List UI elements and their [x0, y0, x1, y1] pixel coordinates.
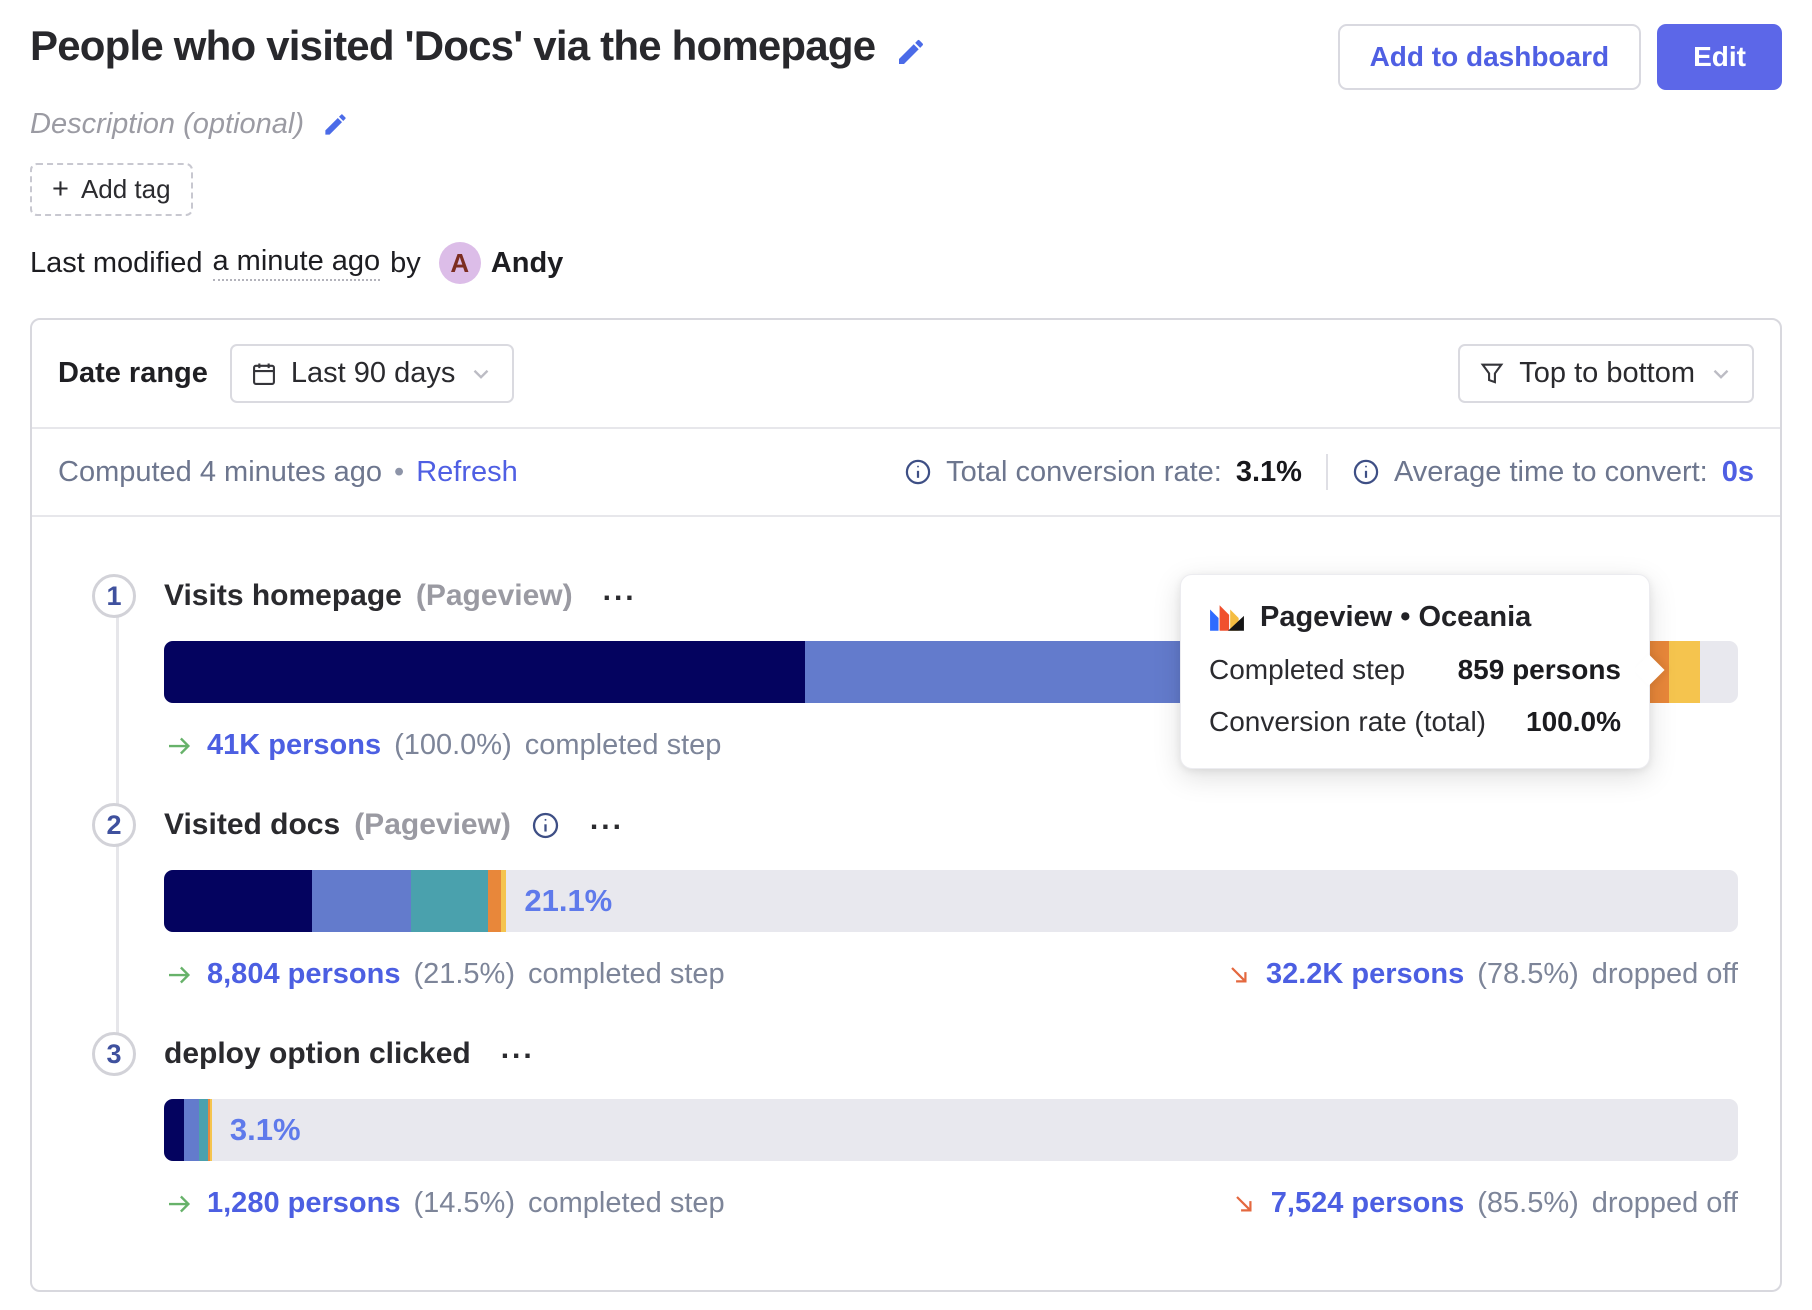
page-title: People who visited 'Docs' via the homepa…: [30, 22, 876, 69]
date-range-select[interactable]: Last 90 days: [229, 344, 515, 403]
dropped-pct: (78.5%): [1477, 958, 1579, 990]
dropped-arrow-icon: [1225, 961, 1253, 989]
completed-arrow-icon: [164, 731, 194, 761]
add-to-dashboard-button[interactable]: Add to dashboard: [1337, 24, 1642, 90]
plus-icon: +: [52, 173, 69, 205]
funnel-order-value: Top to bottom: [1519, 357, 1695, 389]
tooltip-row-label: Completed step: [1209, 654, 1406, 685]
completed-pct: (100.0%): [394, 729, 512, 761]
bar-segment-orange[interactable]: [208, 1099, 210, 1161]
funnel-order-select[interactable]: Top to bottom: [1458, 344, 1754, 403]
panel-toolbar: Date range Last 90 days Top to bottom: [32, 320, 1780, 427]
step-name: Visited docs: [164, 808, 341, 841]
edit-button[interactable]: Edit: [1657, 24, 1782, 90]
completed-persons-link[interactable]: 8,804 persons: [207, 958, 401, 990]
completed-arrow-icon: [164, 1189, 194, 1219]
insight-panel: Date range Last 90 days Top to bottom Co…: [30, 318, 1782, 1292]
more-options-icon[interactable]: ...: [602, 573, 637, 607]
last-modified-time: a minute ago: [212, 245, 381, 281]
bar-segment-yellow[interactable]: [1668, 641, 1701, 703]
edit-description-pencil-icon[interactable]: [322, 111, 349, 138]
calendar-icon: [250, 360, 278, 388]
avg-time-value: 0s: [1721, 455, 1754, 488]
completed-arrow-icon: [164, 960, 194, 990]
step-name: Visits homepage: [164, 579, 402, 612]
completed-text: completed step: [524, 729, 722, 761]
completed-text: completed step: [528, 1187, 725, 1219]
funnel-step-3: 3 deploy option clicked ... 3.1% 1,280 p…: [92, 1031, 1738, 1220]
avg-time-label: Average time to convert:: [1393, 455, 1708, 488]
bar-segment-yellow[interactable]: [209, 1099, 212, 1161]
dropped-persons-link[interactable]: 32.2K persons: [1265, 958, 1465, 990]
total-conversion-value: 3.1%: [1235, 455, 1302, 488]
completed-pct: (21.5%): [413, 958, 515, 990]
bullet-separator: •: [394, 455, 405, 488]
funnel-bar-step-2[interactable]: 21.1%: [164, 870, 1738, 932]
vertical-divider: [1325, 454, 1328, 490]
completed-persons-link[interactable]: 41K persons: [207, 729, 382, 761]
bar-segment-navy[interactable]: [164, 870, 312, 932]
funnel-icon: [1478, 360, 1506, 388]
step-name: deploy option clicked: [164, 1037, 471, 1070]
posthog-logo-icon: [1209, 603, 1245, 633]
dropped-arrow-icon: [1230, 1190, 1258, 1218]
info-icon[interactable]: [531, 811, 560, 840]
tooltip-row-value: 100.0%: [1526, 706, 1621, 737]
bar-segment-navy[interactable]: [164, 641, 805, 703]
last-modified-prefix: Last modified: [30, 246, 203, 279]
completed-text: completed step: [528, 958, 725, 990]
author-name: Andy: [490, 246, 564, 279]
dropped-pct: (85.5%): [1477, 1187, 1579, 1219]
description-placeholder: Description (optional): [30, 108, 305, 140]
step-event-type: (Pageview): [354, 808, 511, 841]
date-range-label: Date range: [58, 357, 208, 389]
panel-status-row: Computed 4 minutes ago • Refresh Total c…: [32, 429, 1780, 515]
refresh-link[interactable]: Refresh: [416, 455, 518, 488]
total-conversion-label: Total conversion rate:: [946, 455, 1222, 488]
more-options-icon[interactable]: ...: [589, 802, 624, 836]
header: People who visited 'Docs' via the homepa…: [30, 0, 1782, 90]
chevron-down-icon: [1708, 361, 1734, 387]
step-number-badge: 3: [92, 1032, 136, 1076]
funnel-chart: 1 Visits homepage (Pageview) ... 41K per…: [32, 517, 1780, 1290]
add-tag-label: Add tag: [80, 174, 171, 204]
tooltip-row-value: 859 persons: [1457, 654, 1621, 685]
divider: [32, 515, 1780, 517]
add-tag-button[interactable]: + Add tag: [30, 163, 193, 216]
funnel-step-2: 2 Visited docs (Pageview) ... 21.1% 8,80…: [92, 802, 1738, 991]
tooltip-title: Pageview • Oceania: [1260, 601, 1532, 633]
bar-segment-teal[interactable]: [198, 1099, 209, 1161]
date-range-value: Last 90 days: [290, 357, 456, 389]
dropped-persons-link[interactable]: 7,524 persons: [1270, 1187, 1465, 1219]
info-icon[interactable]: [904, 458, 932, 486]
bar-segment-teal[interactable]: [411, 870, 489, 932]
step-event-type: (Pageview): [415, 579, 573, 612]
bar-segment-blue[interactable]: [311, 870, 412, 932]
completed-persons-link[interactable]: 1,280 persons: [207, 1187, 401, 1219]
dropped-text: dropped off: [1591, 1187, 1738, 1219]
dropped-text: dropped off: [1591, 958, 1738, 990]
by-label: by: [390, 246, 421, 279]
bar-conversion-label: 3.1%: [229, 1112, 301, 1147]
more-options-icon[interactable]: ...: [500, 1031, 535, 1065]
completed-pct: (14.5%): [413, 1187, 515, 1219]
bar-segment-yellow[interactable]: [500, 870, 507, 932]
chevron-down-icon: [468, 361, 494, 387]
step-number-badge: 2: [92, 803, 136, 847]
tooltip-row-label: Conversion rate (total): [1209, 706, 1487, 737]
description-row: Description (optional): [30, 108, 1782, 141]
funnel-bar-step-3[interactable]: 3.1%: [164, 1099, 1738, 1161]
bar-segment-orange[interactable]: [488, 870, 501, 932]
step-number-badge: 1: [92, 574, 136, 618]
last-modified-row: Last modified a minute ago by A Andy: [30, 242, 1782, 284]
avatar: A: [438, 242, 481, 284]
bar-conversion-label: 21.1%: [524, 883, 613, 918]
bar-segment-navy[interactable]: [164, 1099, 184, 1161]
computed-text: Computed 4 minutes ago: [58, 455, 383, 488]
bar-segment-blue[interactable]: [183, 1099, 199, 1161]
edit-title-pencil-icon[interactable]: [895, 36, 927, 68]
breakdown-tooltip: Pageview • Oceania Completed step 859 pe…: [1180, 574, 1665, 769]
info-icon[interactable]: [1352, 458, 1380, 486]
divider: [32, 427, 1780, 429]
